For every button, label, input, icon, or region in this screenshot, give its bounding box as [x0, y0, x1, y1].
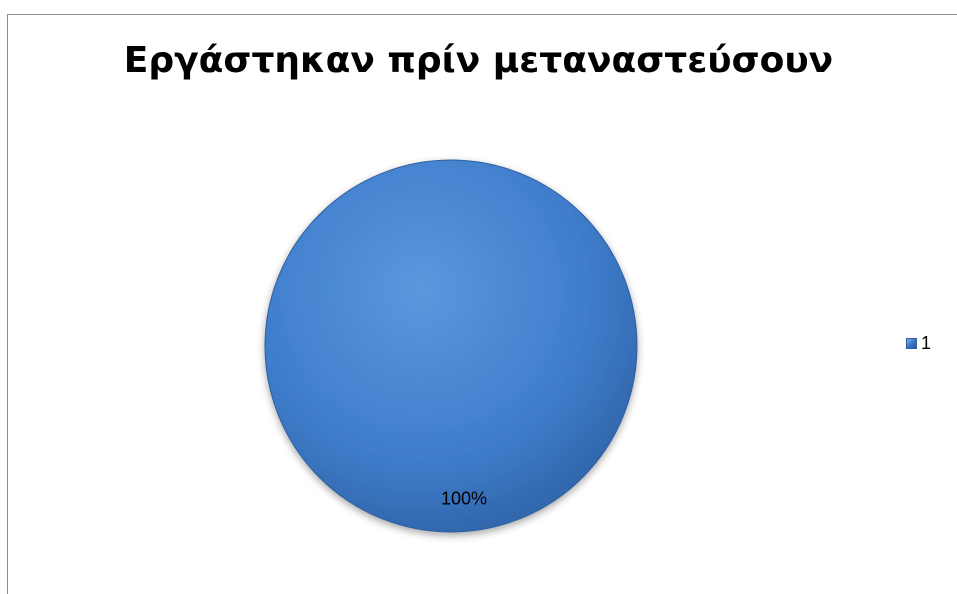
legend-entry-label: 1 — [921, 333, 932, 353]
pie-slice-1 — [264, 159, 638, 533]
chart-title: Εργάστηκαν πρίν μεταναστεύσουν — [123, 40, 834, 81]
pie-data-label: 100% — [441, 489, 487, 509]
legend: 1 — [906, 333, 931, 354]
legend-swatch — [906, 338, 917, 349]
